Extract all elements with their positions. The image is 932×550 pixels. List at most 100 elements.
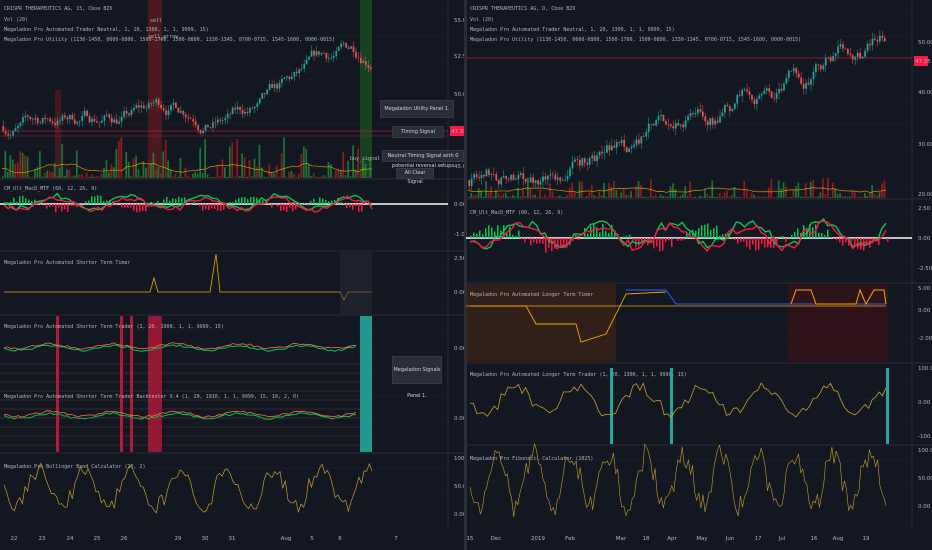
left-price-candle [276, 84, 278, 89]
macd-histogram-bar [205, 204, 207, 210]
macd-histogram-bar [349, 204, 351, 208]
right-price-candle [689, 113, 692, 116]
left-price-candle [184, 114, 187, 118]
right-timer-axis-tick: 0.00 [918, 308, 931, 314]
volume-bar [320, 176, 322, 178]
macd-histogram-bar [139, 204, 141, 212]
macd-histogram-bar [10, 201, 12, 204]
right-price-candle [751, 94, 753, 100]
left-price-candle [34, 118, 37, 120]
macd-histogram-bar [49, 204, 51, 208]
left-price-candle [86, 110, 88, 117]
right-chart-canvas[interactable]: CRISPR THERAPEUTICS AG, D, Cboe BZX Vol (… [466, 0, 932, 550]
left-price-candle [113, 119, 116, 123]
left-chart-pane[interactable]: CRISPR THERAPEUTICS AG, 15, Cboe BZX Vol … [0, 0, 466, 550]
right-trader-green-bar [886, 368, 889, 444]
right-price-candle [701, 111, 704, 117]
right-price-candle [615, 142, 618, 148]
right-macd-histogram-bar [836, 238, 838, 241]
left-chart-canvas[interactable]: CRISPR THERAPEUTICS AG, 15, Cboe BZX Vol … [0, 0, 466, 550]
right-macd-histogram-bar [689, 231, 691, 238]
left-price-candle [357, 57, 360, 59]
right-timer-blue-line [626, 289, 886, 305]
right-price-candle [539, 181, 542, 185]
volume-bar [868, 192, 871, 198]
volume-bar [536, 196, 539, 198]
left-price-candle [202, 130, 204, 134]
macd-histogram-bar [184, 197, 186, 204]
left-price-candle [12, 131, 14, 136]
volume-bar [522, 188, 524, 198]
left-price-candle [98, 122, 101, 124]
left-price-candle [142, 105, 145, 109]
left-price-candle [49, 118, 51, 122]
macd-histogram-bar [340, 201, 342, 204]
volume-bar [792, 189, 795, 198]
macd-histogram-bar [115, 204, 117, 206]
left-price-candle [293, 71, 296, 77]
right-price-candle [792, 68, 795, 72]
right-price-candle [667, 124, 670, 126]
volume-bar [332, 176, 335, 178]
volume-bar [80, 174, 83, 178]
utility-panel-text: Megaladon Utility Panel 1. [384, 106, 450, 112]
right-price-candle [692, 113, 694, 115]
volume-bar [534, 194, 537, 198]
volume-bar [669, 186, 672, 198]
right-price-candle [679, 124, 682, 126]
right-price-candle [677, 123, 680, 126]
left-price-candle [46, 118, 49, 120]
macd-histogram-bar [241, 197, 243, 204]
volume-bar [812, 179, 814, 198]
volume-bar [767, 187, 770, 198]
right-macd-histogram-bar [593, 224, 595, 238]
right-price-candle [473, 174, 476, 179]
right-price-candle [500, 177, 503, 185]
volume-bar [39, 151, 41, 178]
left-price-candle [140, 105, 143, 108]
right-date-label: Dec [491, 536, 502, 542]
volume-bar [184, 167, 187, 178]
left-price-candle [236, 106, 239, 110]
right-price-candle [635, 139, 638, 145]
macd-signal-line [3, 192, 373, 211]
left-price-candle [241, 109, 244, 114]
left-price-candle [170, 104, 172, 111]
volume-bar [566, 194, 569, 198]
volume-bar [622, 187, 625, 198]
macd-histogram-bar [322, 198, 324, 204]
volume-bar [519, 196, 522, 198]
volume-bar [209, 176, 211, 178]
volume-bar [497, 193, 500, 198]
right-chart-pane[interactable]: CRISPR THERAPEUTICS AG, D, Cboe BZX Vol (… [466, 0, 932, 550]
right-price-candle [837, 46, 839, 54]
volume-bar [617, 196, 620, 198]
left-price-candle [350, 46, 352, 49]
right-date-label: 15 [467, 536, 474, 542]
right-macd-histogram-bar [764, 238, 766, 248]
volume-bar [863, 192, 866, 198]
volume-bar [780, 188, 782, 198]
left-price-candle [61, 115, 64, 121]
right-price-candle [780, 88, 783, 91]
right-macd-histogram-bar [788, 237, 790, 238]
volume-bar [243, 157, 246, 178]
volume-bar [495, 189, 497, 198]
volume-bar [283, 137, 285, 178]
right-macd-histogram-bar [545, 238, 547, 253]
right-macd-histogram-bar [623, 236, 625, 238]
left-price-candle [323, 53, 325, 54]
right-macd-histogram-bar [608, 232, 610, 238]
right-macd-histogram-bar [611, 224, 613, 238]
right-price-candle [687, 115, 689, 121]
volume-bar [98, 176, 100, 178]
left-price-candle [342, 42, 345, 44]
macd-histogram-bar [163, 199, 165, 204]
left-trader-title: Megaladon Pro Automated Shorter Term Tra… [4, 324, 224, 330]
volume-bar [733, 187, 736, 198]
right-macd-histogram-bar [476, 233, 478, 238]
left-price-candle [123, 110, 125, 117]
right-price-candle [800, 77, 803, 84]
volume-bar [667, 196, 669, 198]
pane-divider[interactable] [464, 0, 467, 550]
